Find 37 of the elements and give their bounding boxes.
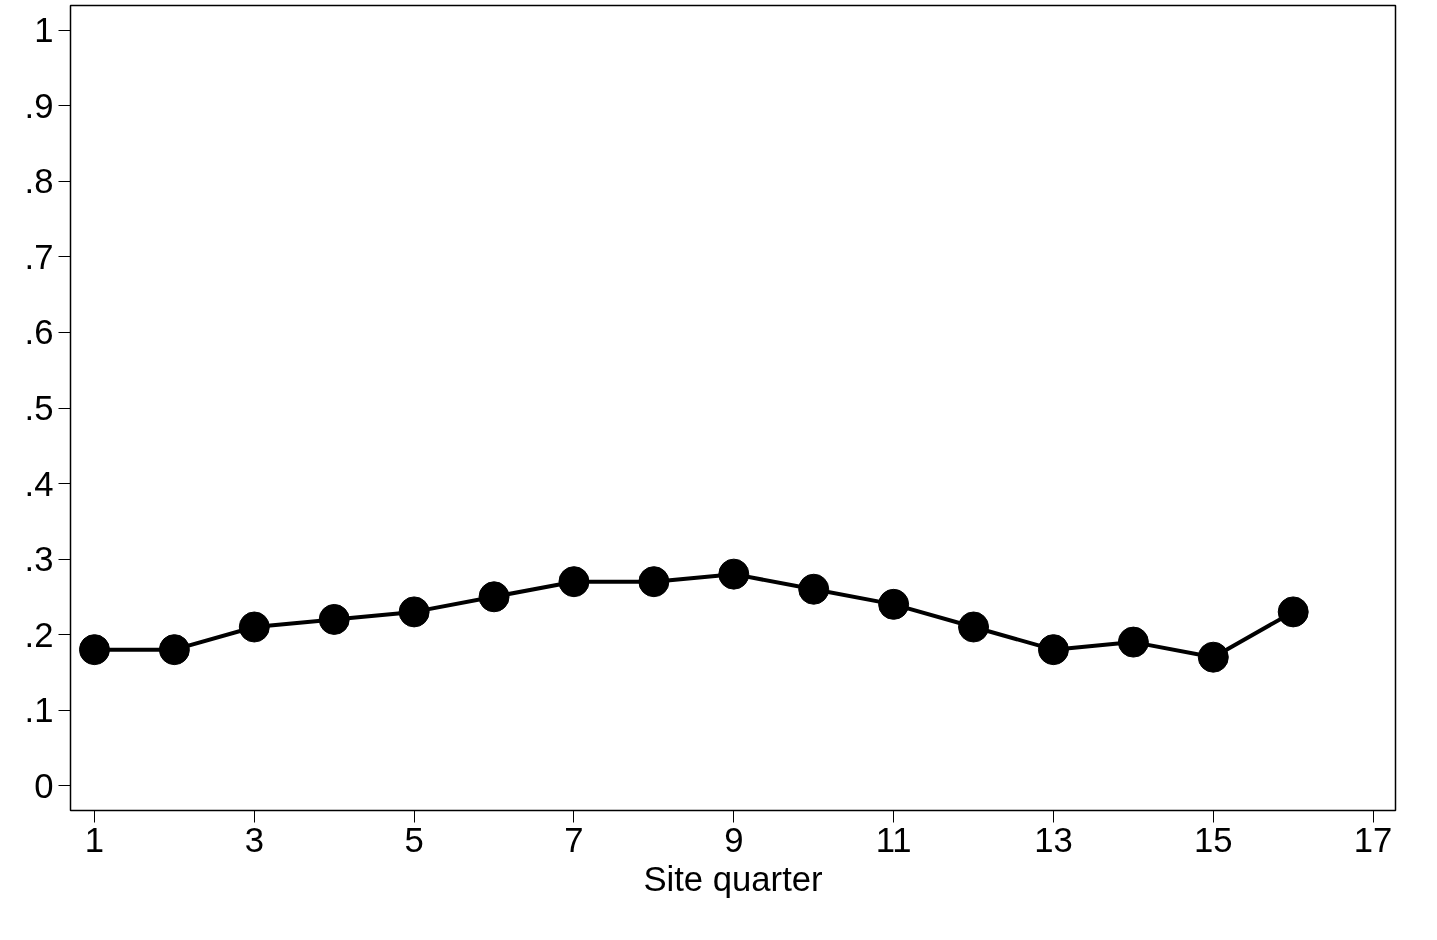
x-tick-label: 11 — [875, 820, 912, 859]
y-tick-label: .6 — [24, 313, 54, 352]
y-tick-label: 1 — [34, 11, 54, 50]
x-axis-title: Site quarter — [643, 859, 823, 898]
point — [318, 603, 350, 635]
x-tick-label: 9 — [724, 820, 744, 859]
y-tick-label: .4 — [24, 464, 54, 503]
point — [878, 588, 910, 620]
y-tick-label: .9 — [24, 86, 54, 125]
y-tick-label: 0 — [34, 766, 54, 805]
y-tick-label: .7 — [24, 237, 54, 276]
point — [238, 611, 270, 643]
point — [478, 581, 510, 613]
x-tick-label: 13 — [1034, 820, 1073, 859]
y-tick-label: .3 — [24, 540, 54, 579]
y-tick-label: .5 — [24, 389, 54, 427]
x-tick-label: 7 — [564, 820, 584, 859]
point — [1037, 634, 1069, 666]
y-tick-label: .1 — [24, 691, 54, 730]
point — [1277, 596, 1309, 628]
x-tick-label: 1 — [84, 820, 105, 859]
x-tick-label: 15 — [1194, 820, 1233, 859]
point — [1117, 626, 1149, 658]
point — [78, 634, 110, 666]
point — [798, 573, 830, 605]
x-tick-label: 3 — [244, 820, 264, 859]
y-tick-label: .2 — [24, 615, 54, 654]
x-tick-label: 17 — [1353, 820, 1393, 859]
point — [718, 558, 750, 590]
point — [158, 634, 190, 666]
point — [638, 566, 670, 598]
y-tick-label: .8 — [24, 162, 54, 201]
point — [958, 611, 990, 643]
point — [398, 596, 430, 628]
point — [558, 566, 590, 598]
point — [1197, 641, 1229, 673]
x-tick-label: 5 — [404, 820, 424, 859]
